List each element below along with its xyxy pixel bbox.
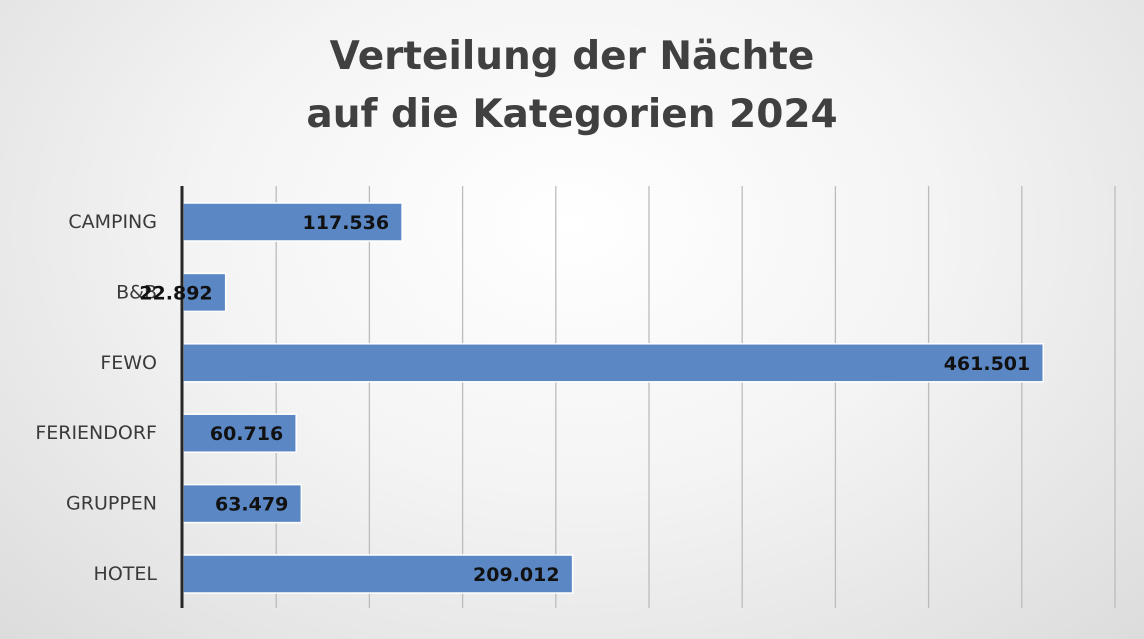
data-label: 461.501 xyxy=(944,353,1031,375)
bar-2 xyxy=(182,343,1044,383)
bar-0 xyxy=(182,202,403,242)
data-label: 60.716 xyxy=(210,423,283,445)
bar-3 xyxy=(182,413,297,453)
gridlines xyxy=(275,186,1116,608)
data-label: 117.536 xyxy=(303,212,390,234)
chart-title-line-1: Verteilung der Nächte xyxy=(329,34,815,79)
category-label: HOTEL xyxy=(94,563,158,585)
bar-1 xyxy=(182,272,227,313)
bars xyxy=(182,202,1044,594)
category-label: FERIENDORF xyxy=(35,422,157,444)
chart-title-line-2: auf die Kategorien 2024 xyxy=(306,92,838,137)
category-label: CAMPING xyxy=(68,211,157,233)
bar-4 xyxy=(182,483,303,524)
category-label: FEWO xyxy=(100,352,157,374)
chart-title: Verteilung der Nächte auf die Kategorien… xyxy=(0,28,1144,144)
category-label: B&B xyxy=(116,281,157,303)
data-label: 209.012 xyxy=(473,564,560,586)
data-label: 22.892 xyxy=(139,282,212,304)
labels: CAMPING 117.536 B&B22.892 FEWO 461.501 FERIEN… xyxy=(35,211,1030,586)
category-label: GRUPPEN xyxy=(66,493,157,515)
data-label: 63.479 xyxy=(215,494,288,516)
